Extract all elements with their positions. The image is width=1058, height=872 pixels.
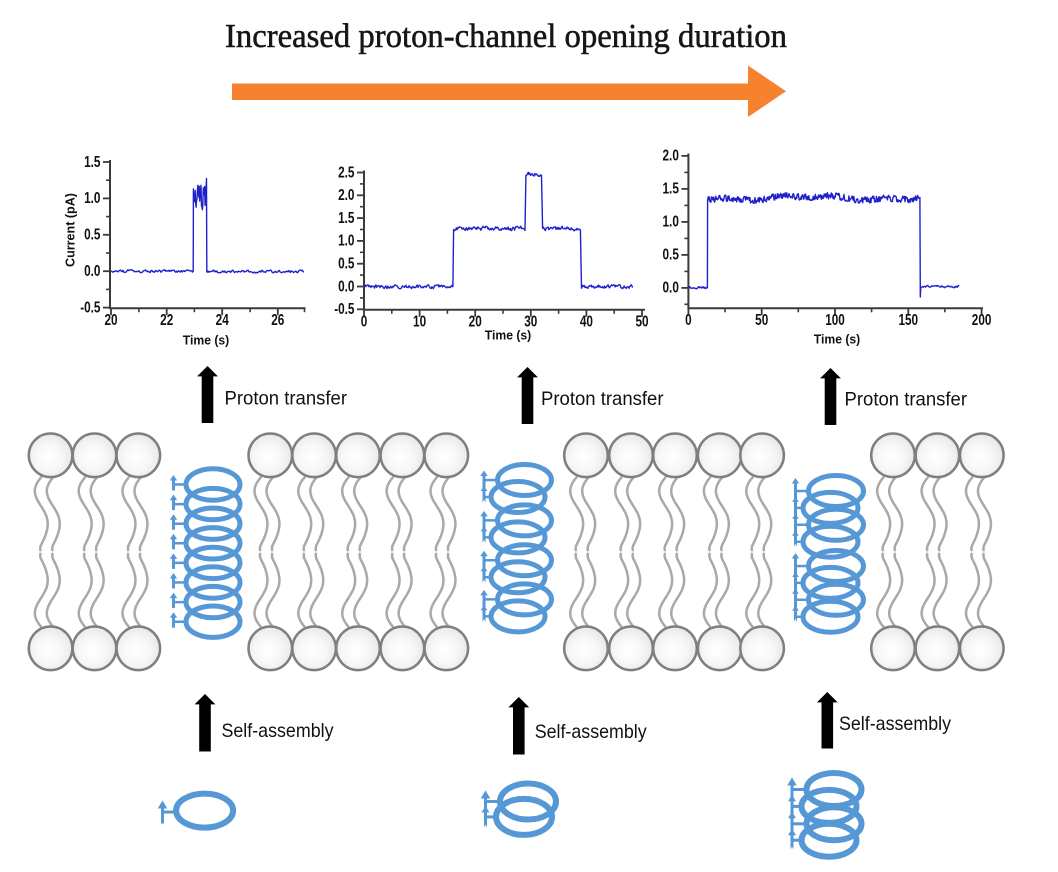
svg-text:-0.5: -0.5 <box>334 301 355 318</box>
svg-text:24: 24 <box>216 312 229 329</box>
svg-text:Proton transfer: Proton transfer <box>225 387 348 409</box>
svg-text:1.0: 1.0 <box>84 190 100 207</box>
svg-text:1.0: 1.0 <box>338 233 354 250</box>
svg-text:0.0: 0.0 <box>663 280 679 297</box>
svg-text:30: 30 <box>524 314 537 331</box>
svg-text:-0.5: -0.5 <box>80 299 101 316</box>
svg-text:1.0: 1.0 <box>663 214 679 231</box>
svg-text:50: 50 <box>755 312 768 329</box>
svg-text:0.0: 0.0 <box>338 278 354 295</box>
svg-text:2.5: 2.5 <box>338 164 355 181</box>
svg-text:0.5: 0.5 <box>84 227 101 244</box>
svg-text:26: 26 <box>271 312 284 329</box>
svg-text:Proton transfer: Proton transfer <box>541 388 664 410</box>
svg-text:Self-assembly: Self-assembly <box>839 713 951 735</box>
svg-text:Proton transfer: Proton transfer <box>845 388 968 410</box>
svg-text:1.5: 1.5 <box>663 181 680 198</box>
svg-text:Time (s): Time (s) <box>814 332 861 347</box>
svg-text:Time (s): Time (s) <box>183 333 230 348</box>
svg-text:200: 200 <box>972 312 992 329</box>
svg-text:Self-assembly: Self-assembly <box>535 721 647 743</box>
svg-text:50: 50 <box>635 314 648 331</box>
svg-text:20: 20 <box>104 312 117 329</box>
svg-text:150: 150 <box>899 312 919 329</box>
svg-text:20: 20 <box>469 314 482 331</box>
svg-text:1.5: 1.5 <box>84 154 101 171</box>
svg-text:2.0: 2.0 <box>338 187 354 204</box>
svg-text:0: 0 <box>685 312 692 329</box>
svg-text:10: 10 <box>413 314 426 331</box>
svg-text:1.5: 1.5 <box>338 210 355 227</box>
svg-text:0.0: 0.0 <box>84 263 100 280</box>
svg-text:0: 0 <box>361 314 368 331</box>
svg-text:Time (s): Time (s) <box>485 328 532 343</box>
svg-text:2.0: 2.0 <box>663 148 679 165</box>
svg-text:0.5: 0.5 <box>663 247 680 264</box>
svg-text:Self-assembly: Self-assembly <box>222 720 334 742</box>
svg-text:40: 40 <box>580 314 593 331</box>
svg-text:100: 100 <box>825 312 845 329</box>
svg-text:22: 22 <box>160 312 173 329</box>
svg-text:Current (pA): Current (pA) <box>64 193 78 267</box>
svg-text:Increased proton-channel openi: Increased proton-channel opening duratio… <box>225 18 787 55</box>
svg-text:0.5: 0.5 <box>338 256 355 273</box>
